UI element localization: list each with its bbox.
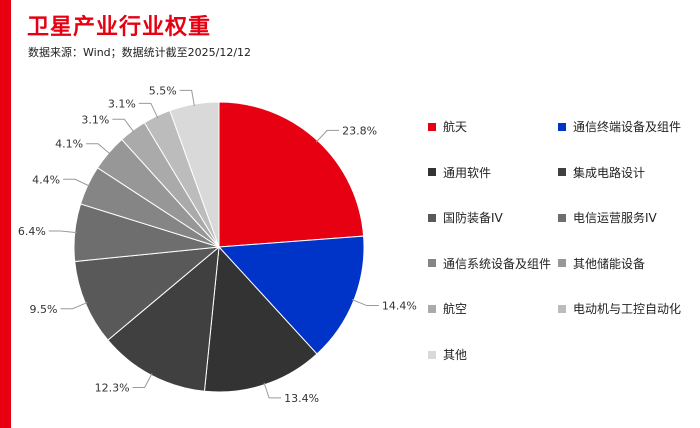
leader-line-5 — [48, 230, 77, 234]
leader-line-3 — [132, 373, 153, 389]
legend-label-3: 集成电路设计 — [573, 165, 646, 180]
leader-line-1 — [351, 299, 379, 307]
legend-swatch-0 — [428, 122, 436, 131]
data-label-8: 3.1% — [81, 113, 109, 126]
data-label-6: 4.4% — [32, 173, 60, 186]
legend-item-3: 集成电路设计 — [558, 164, 645, 181]
legend-item-0: 航天 — [428, 118, 467, 135]
leader-line-6 — [63, 178, 90, 187]
legend-item-9: 电动机与工控自动化 — [558, 300, 681, 317]
data-label-7: 4.1% — [55, 138, 83, 151]
legend-swatch-6 — [428, 259, 436, 268]
legend-swatch-2 — [428, 168, 436, 177]
leader-line-0 — [315, 129, 340, 143]
legend-swatch-9 — [558, 304, 566, 313]
data-label-3: 12.3% — [95, 382, 130, 395]
legend-label-0: 航天 — [443, 120, 468, 134]
data-label-0: 23.8% — [342, 124, 377, 137]
legend-label-10: 其他 — [443, 348, 468, 362]
legend-item-4: 国防装备IV — [428, 209, 503, 226]
legend-label-9: 电动机与工控自动化 — [573, 302, 682, 317]
legend-item-2: 通用软件 — [428, 164, 491, 181]
data-label-5: 6.4% — [18, 225, 46, 238]
legend-swatch-7 — [558, 259, 566, 268]
legend-swatch-5 — [558, 213, 566, 222]
legend-item-10: 其他 — [428, 346, 467, 363]
data-label-4: 9.5% — [30, 303, 58, 316]
legend-label-7: 其他储能设备 — [573, 256, 646, 271]
legend-label-1: 通信终端设备及组件 — [573, 120, 682, 134]
leader-line-10 — [179, 89, 195, 107]
data-label-9: 3.1% — [108, 97, 136, 110]
legend-label-4: 国防装备IV — [443, 211, 503, 226]
legend-item-8: 航空 — [428, 300, 467, 317]
data-label-1: 14.4% — [382, 300, 417, 313]
legend-swatch-3 — [558, 168, 566, 177]
legend-label-2: 通用软件 — [443, 165, 492, 180]
legend-item-6: 通信系统设备及组件 — [428, 255, 551, 272]
accent-bar — [0, 0, 11, 428]
data-label-2: 13.4% — [284, 392, 319, 405]
legend-swatch-4 — [428, 213, 436, 222]
legend-swatch-8 — [428, 304, 436, 313]
data-source-note: 数据来源：Wind；数据统计截至2025/12/12 — [28, 46, 252, 59]
leader-line-2 — [263, 382, 282, 399]
legend-label-5: 电信运营服务IV — [573, 211, 657, 226]
leader-line-9 — [138, 102, 159, 119]
legend-label-6: 通信系统设备及组件 — [443, 256, 552, 271]
legend-swatch-10 — [428, 350, 436, 359]
legend-item-7: 其他储能设备 — [558, 255, 645, 272]
leader-line-4 — [60, 302, 88, 310]
leader-line-7 — [86, 143, 111, 155]
legend-swatch-1 — [558, 122, 566, 131]
legend-label-8: 航空 — [443, 302, 468, 317]
legend-item-1: 通信终端设备及组件 — [558, 118, 681, 135]
data-label-10: 5.5% — [149, 84, 177, 97]
legend-item-5: 电信运营服务IV — [558, 209, 657, 226]
chart-title: 卫星产业行业权重 — [27, 15, 212, 40]
leader-line-8 — [112, 118, 135, 133]
